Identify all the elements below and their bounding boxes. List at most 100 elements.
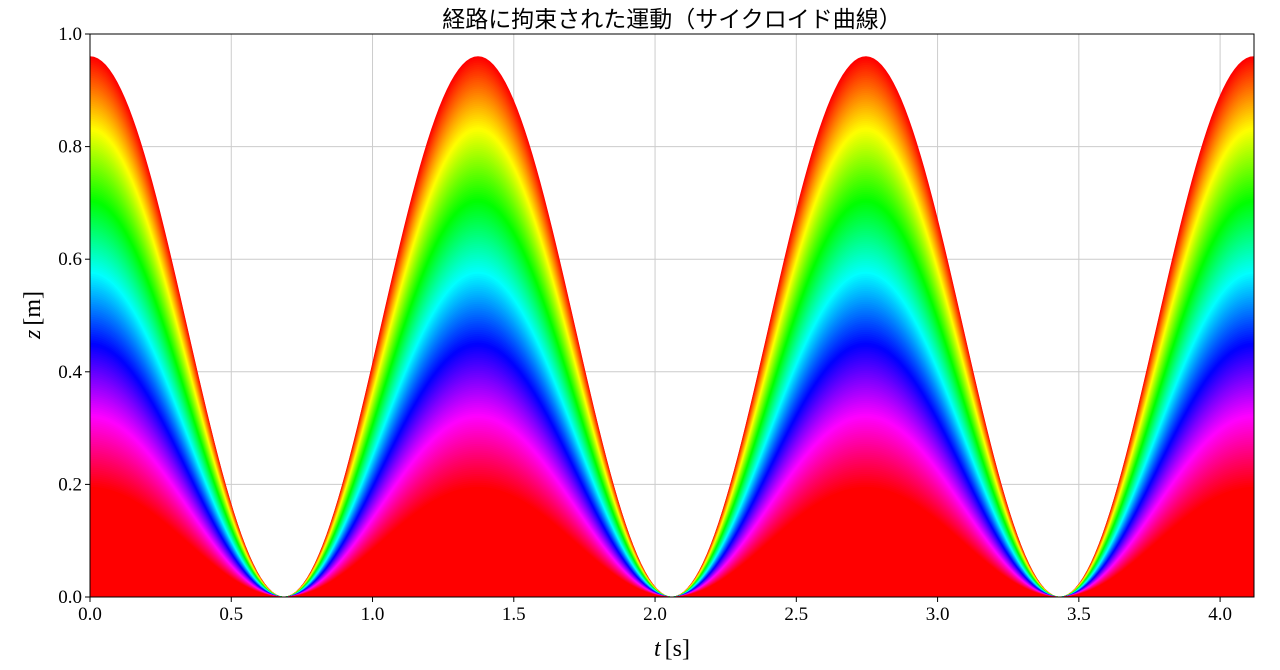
curve-band <box>90 362 1254 597</box>
curve-band <box>90 286 1254 597</box>
y-axis-label: z [m] <box>20 291 46 340</box>
curve-band <box>90 439 1254 597</box>
curve-band <box>90 258 1254 597</box>
curve-band <box>90 198 1254 597</box>
curve-band <box>90 110 1254 597</box>
curve-band <box>90 342 1254 597</box>
curve-band <box>90 334 1254 597</box>
curve-band <box>90 443 1254 597</box>
curve-band <box>90 325 1254 597</box>
curve-band <box>90 308 1254 597</box>
x-axis-label: t [s] <box>654 636 690 662</box>
curve-band <box>90 118 1254 597</box>
plot-area <box>90 56 1254 597</box>
curve-band <box>90 97 1254 597</box>
curve-band <box>90 435 1254 597</box>
curve-band <box>90 86 1254 597</box>
x-tick-label: 0.0 <box>78 604 102 625</box>
curve-band <box>90 187 1254 597</box>
curve-band <box>90 172 1254 597</box>
y-axis: 0.0 0.2 0.4 0.6 0.8 1.0 <box>58 24 90 608</box>
curve-band <box>90 288 1254 597</box>
curve-band <box>90 219 1254 597</box>
curve-band <box>90 299 1254 597</box>
curve-band <box>90 105 1254 597</box>
curve-band <box>90 77 1254 597</box>
curve-band <box>90 226 1254 597</box>
curve-band <box>90 222 1254 597</box>
curve-band <box>90 476 1254 597</box>
curve-band <box>90 155 1254 597</box>
curve-band <box>90 215 1254 597</box>
curve-band <box>90 437 1254 597</box>
curve-band <box>90 239 1254 597</box>
curve-band <box>90 144 1254 597</box>
curve-band <box>90 159 1254 597</box>
curve-band <box>90 409 1254 597</box>
curve-band <box>90 467 1254 597</box>
curve-band <box>90 321 1254 597</box>
curve-band <box>90 194 1254 597</box>
curve-band <box>90 454 1254 597</box>
curve-band <box>90 131 1254 597</box>
curve-band <box>90 383 1254 597</box>
curve-band <box>90 161 1254 597</box>
curve-band <box>90 433 1254 597</box>
x-axis: 0.0 0.5 1.0 1.5 2.0 2.5 3.0 3.5 4.0 <box>78 597 1232 625</box>
curve-band <box>90 60 1254 597</box>
curve-band <box>90 310 1254 597</box>
curve-band <box>90 265 1254 597</box>
curve-band <box>90 275 1254 597</box>
curve-band <box>90 252 1254 597</box>
x-tick-label: 2.5 <box>784 604 808 625</box>
y-tick-label: 1.0 <box>58 24 82 45</box>
curve-band <box>90 224 1254 597</box>
curve-band <box>90 461 1254 597</box>
curve-band <box>90 465 1254 597</box>
curve-band <box>90 250 1254 597</box>
curve-band <box>90 452 1254 597</box>
curve-band <box>90 387 1254 597</box>
curve-band <box>90 336 1254 597</box>
curve-band <box>90 280 1254 597</box>
curve-band <box>90 450 1254 597</box>
curve-band <box>90 116 1254 597</box>
curve-band <box>90 163 1254 597</box>
curve-band <box>90 411 1254 597</box>
curve-band <box>90 133 1254 597</box>
curve-band <box>90 241 1254 597</box>
curve-band <box>90 138 1254 597</box>
x-tick-label: 4.0 <box>1208 604 1232 625</box>
curve-band <box>90 400 1254 597</box>
curve-band <box>90 174 1254 597</box>
curve-band <box>90 69 1254 597</box>
curve-band <box>90 357 1254 597</box>
curve-band <box>90 374 1254 597</box>
y-tick-label: 0.4 <box>58 362 82 383</box>
curve-band <box>90 349 1254 597</box>
curve-band <box>90 441 1254 597</box>
curve-band <box>90 211 1254 597</box>
curve-band <box>90 278 1254 597</box>
curve-band <box>90 82 1254 597</box>
curve-band <box>90 318 1254 597</box>
curve-band <box>90 262 1254 597</box>
curve-band <box>90 282 1254 597</box>
curve-band <box>90 379 1254 597</box>
curve-band <box>90 247 1254 597</box>
curve-band <box>90 125 1254 597</box>
curve-band <box>90 79 1254 597</box>
curve-band <box>90 351 1254 597</box>
curve-band <box>90 484 1254 597</box>
curve-band <box>90 148 1254 597</box>
y-tick-label: 0.2 <box>58 474 82 495</box>
y-tick-label: 0.8 <box>58 137 82 158</box>
curve-band <box>90 73 1254 597</box>
curve-band <box>90 269 1254 597</box>
x-tick-label: 1.5 <box>502 604 526 625</box>
curve-band <box>90 430 1254 597</box>
curve-band <box>90 407 1254 597</box>
curve-band <box>90 458 1254 597</box>
curve-band <box>90 301 1254 597</box>
